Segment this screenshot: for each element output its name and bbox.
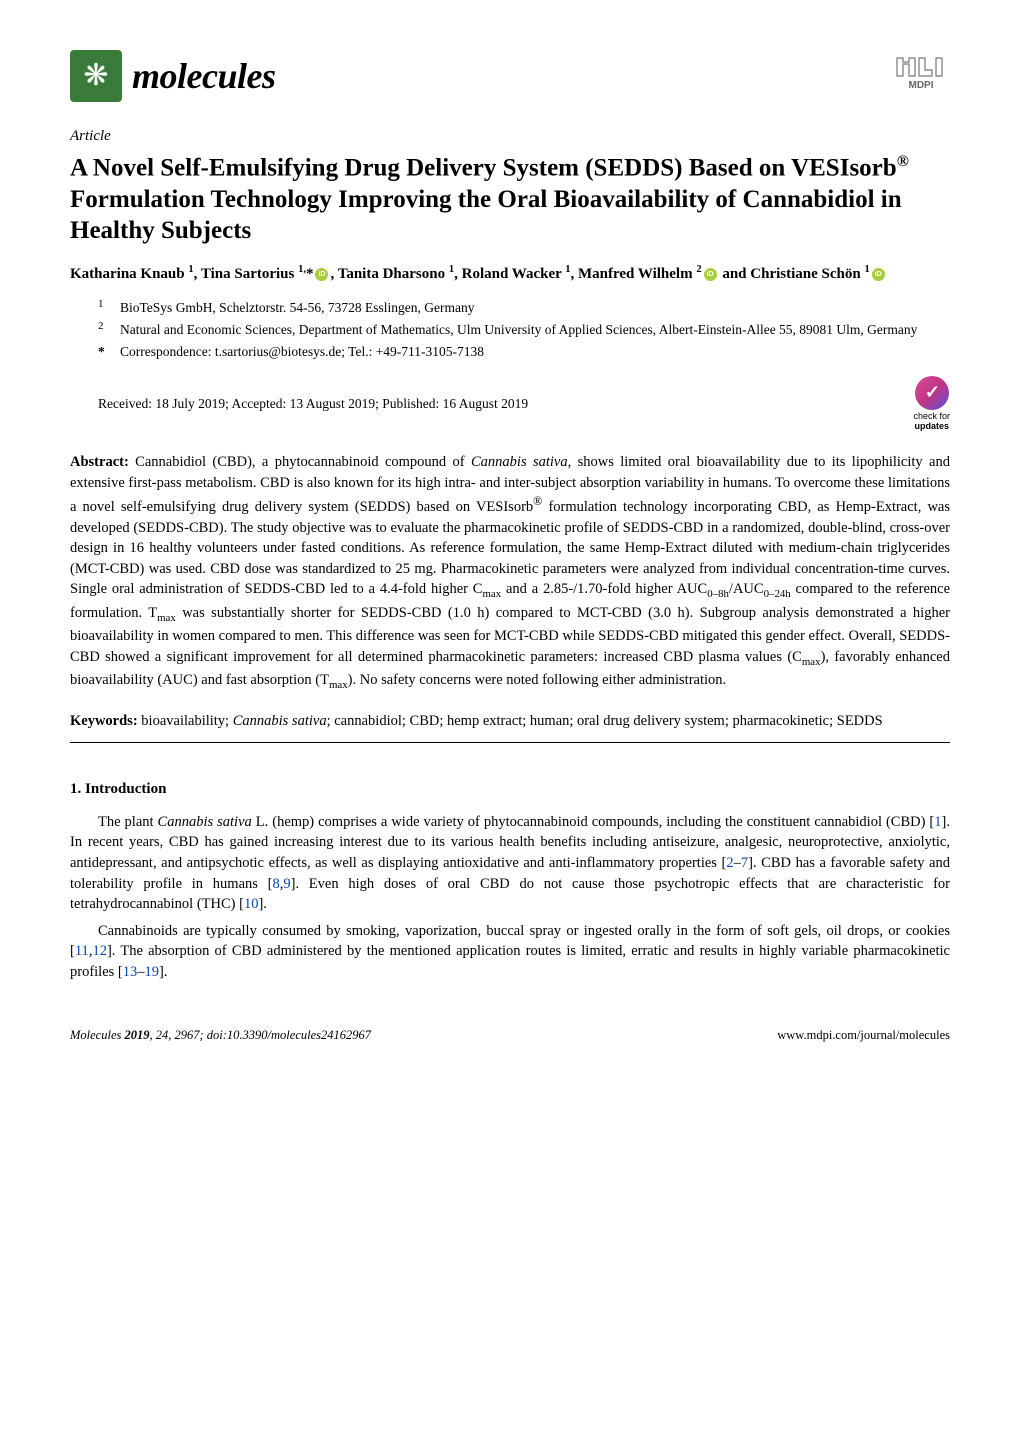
keywords: Keywords: bioavailability; Cannabis sati… <box>70 711 950 732</box>
correspondence-text: Correspondence: t.sartorius@biotesys.de;… <box>120 342 484 362</box>
article-type: Article <box>70 126 950 147</box>
body-paragraph: The plant Cannabis sativa L. (hemp) comp… <box>70 812 950 915</box>
affiliation-row: 1 BioTeSys GmbH, Schelztorstr. 54-56, 73… <box>98 298 950 318</box>
journal-name: molecules <box>132 51 275 101</box>
footer-url: www.mdpi.com/journal/molecules <box>777 1027 950 1045</box>
journal-brand: ❋ molecules <box>70 50 275 102</box>
check-updates-icon <box>915 376 949 410</box>
abstract: Abstract: Cannabidiol (CBD), a phytocann… <box>70 452 950 693</box>
publication-dates: Received: 18 July 2019; Accepted: 13 Aug… <box>98 395 528 414</box>
orcid-icon <box>315 268 328 281</box>
dates-row: Received: 18 July 2019; Accepted: 13 Aug… <box>70 376 950 432</box>
section-divider <box>70 742 950 743</box>
affiliation-row: 2 Natural and Economic Sciences, Departm… <box>98 320 950 340</box>
svg-text:MDPI: MDPI <box>909 80 934 90</box>
affiliations-block: 1 BioTeSys GmbH, Schelztorstr. 54-56, 73… <box>70 298 950 363</box>
page-footer: Molecules 2019, 24, 2967; doi:10.3390/mo… <box>70 1027 950 1045</box>
journal-logo-icon: ❋ <box>70 50 122 102</box>
correspondence-marker: * <box>98 342 110 362</box>
section-heading: 1. Introduction <box>70 779 950 800</box>
affiliation-number: 1 <box>98 296 110 316</box>
author-list: Katharina Knaub 1, Tina Sartorius 1,*, T… <box>70 262 950 286</box>
affiliation-number: 2 <box>98 318 110 338</box>
footer-citation: Molecules 2019, 24, 2967; doi:10.3390/mo… <box>70 1027 371 1045</box>
orcid-icon <box>872 268 885 281</box>
check-updates-label: updates <box>914 422 949 432</box>
article-title: A Novel Self-Emulsifying Drug Delivery S… <box>70 151 950 246</box>
orcid-icon <box>704 268 717 281</box>
check-for-updates-badge[interactable]: check for updates <box>913 376 950 432</box>
body-paragraph: Cannabinoids are typically consumed by s… <box>70 921 950 983</box>
publisher-logo: MDPI <box>892 50 950 90</box>
page-header: ❋ molecules MDPI <box>70 50 950 102</box>
affiliation-text: Natural and Economic Sciences, Departmen… <box>120 320 917 340</box>
affiliation-text: BioTeSys GmbH, Schelztorstr. 54-56, 7372… <box>120 298 475 318</box>
correspondence-row: * Correspondence: t.sartorius@biotesys.d… <box>98 342 950 362</box>
